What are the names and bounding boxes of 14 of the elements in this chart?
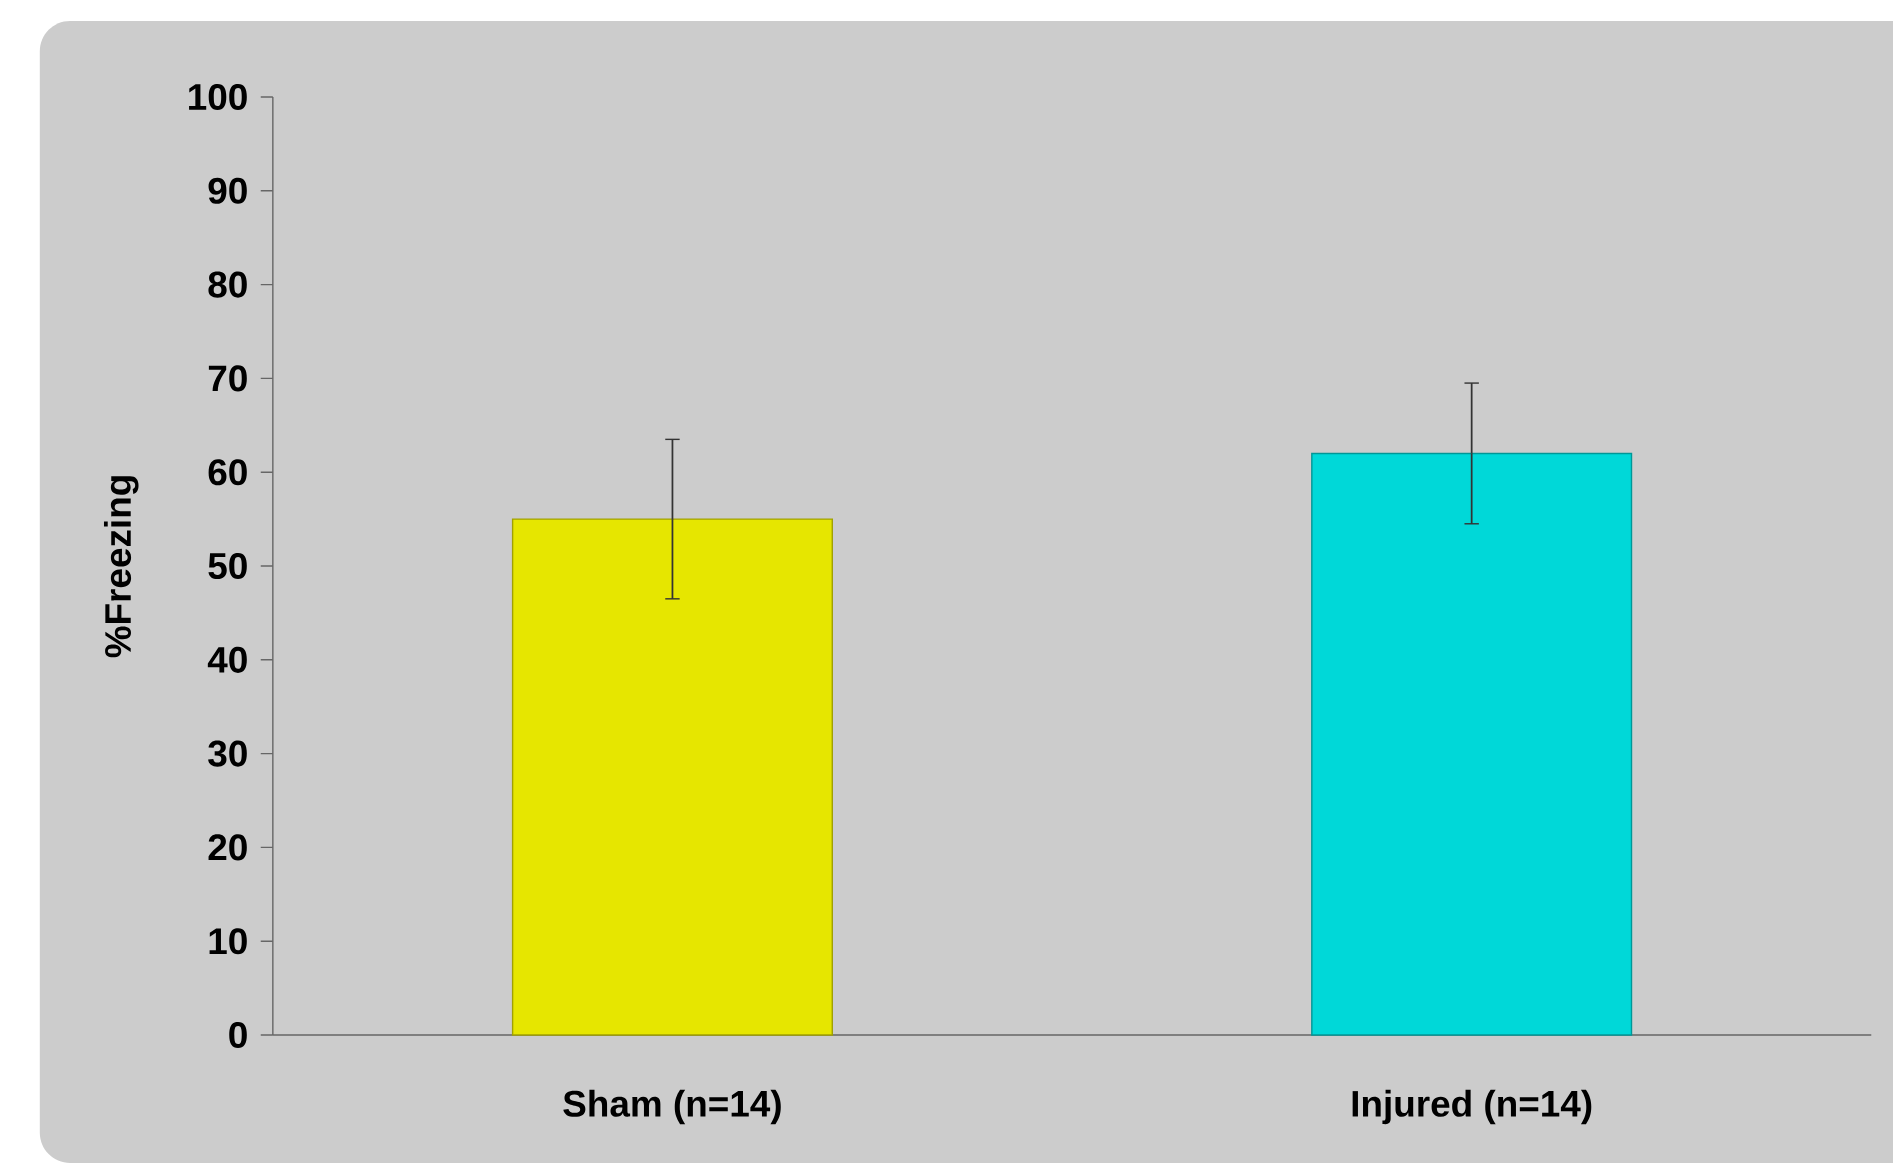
y-tick-label: 0 [229,1021,247,1049]
y-tick-label: 30 [208,740,247,767]
y-tick-label: 10 [209,928,247,955]
y-tick-label: 20 [208,834,247,861]
x-tick-label: Sham (n=14) [563,1089,781,1125]
y-tick-label: 90 [208,177,247,204]
y-tick-label: 80 [208,271,247,298]
y-tick-label: 40 [207,646,247,673]
y-tick-label: 100 [189,83,247,111]
y-tick-label: 50 [208,552,247,580]
y-axis-title: %Freezing [103,476,139,658]
x-tick-label: Injured (n=14) [1352,1089,1592,1125]
y-tick-label: 60 [208,459,247,486]
y-tick-label: 70 [208,365,247,392]
